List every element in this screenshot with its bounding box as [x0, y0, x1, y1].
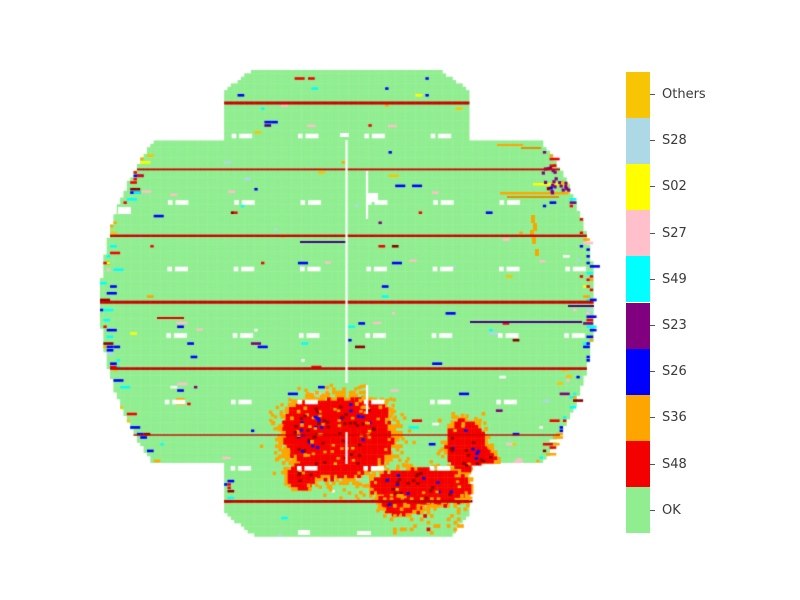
legend-label: S49 — [662, 271, 687, 287]
legend-label: OK — [662, 502, 681, 518]
legend-label: S27 — [662, 225, 687, 241]
legend-tick-mark — [650, 278, 655, 280]
legend-color-swatch — [626, 163, 650, 211]
legend-label: S23 — [662, 318, 687, 334]
legend-color-swatch — [626, 256, 650, 303]
legend-tick-mark — [650, 232, 655, 234]
legend-label: S28 — [662, 133, 687, 149]
legend-color-swatch — [626, 302, 650, 349]
legend-color-swatch — [626, 348, 650, 395]
legend-color-swatch — [626, 487, 650, 534]
legend-tick-mark — [650, 186, 655, 188]
legend-item-s49: S49 — [626, 256, 687, 303]
legend-tick-mark — [650, 417, 655, 419]
legend-color-swatch — [626, 117, 650, 164]
legend-item-s27: S27 — [626, 210, 687, 257]
legend-item-ok: OK — [626, 487, 681, 534]
legend-label: S26 — [662, 364, 687, 380]
legend-item-s23: S23 — [626, 302, 687, 349]
legend-label: S36 — [662, 410, 687, 426]
legend-label: S48 — [662, 456, 687, 472]
legend-label: Others — [662, 87, 706, 103]
legend-color-swatch — [626, 71, 650, 118]
legend-item-others: Others — [626, 71, 706, 118]
legend-item-s28: S28 — [626, 117, 687, 164]
legend-color-swatch — [626, 441, 650, 488]
legend-tick-mark — [650, 140, 655, 142]
legend-item-s26: S26 — [626, 348, 687, 395]
legend-color-swatch — [626, 210, 650, 257]
legend-tick-mark — [650, 463, 655, 465]
legend-tick-mark — [650, 325, 655, 327]
legend-label: S02 — [662, 179, 687, 195]
legend-tick-mark — [650, 94, 655, 96]
legend-item-s48: S48 — [626, 441, 687, 488]
legend-tick-mark — [650, 509, 655, 511]
legend-item-s36: S36 — [626, 394, 687, 442]
legend-item-s02: S02 — [626, 163, 687, 211]
legend-color-swatch — [626, 394, 650, 442]
legend-tick-mark — [650, 371, 655, 373]
